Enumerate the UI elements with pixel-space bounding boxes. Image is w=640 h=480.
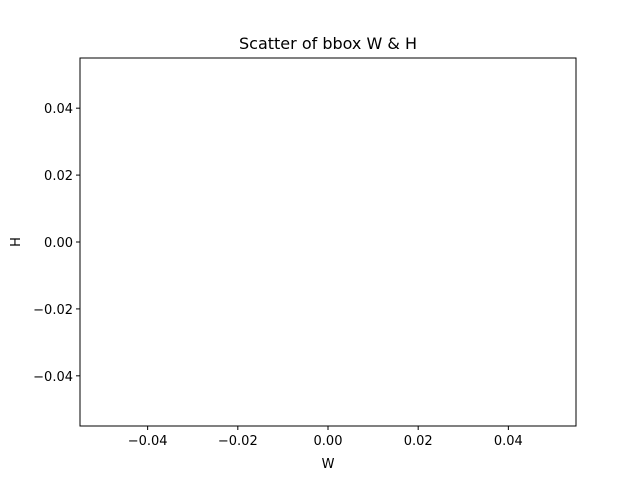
y-tick-label: 0.02 — [44, 169, 73, 184]
y-tick-label: 0.04 — [44, 102, 73, 117]
y-tick-label: −0.04 — [33, 370, 73, 385]
x-tick-label: −0.02 — [218, 434, 258, 449]
x-axis-label: W — [322, 457, 335, 472]
y-axis: −0.04 −0.02 0.00 0.02 0.04 — [33, 102, 80, 385]
y-tick-label: −0.02 — [33, 303, 73, 318]
y-tick-label: 0.00 — [44, 236, 73, 251]
x-tick-label: 0.00 — [314, 434, 343, 449]
y-axis-label: H — [9, 237, 24, 247]
x-axis: −0.04 −0.02 0.00 0.02 0.04 — [128, 426, 523, 449]
chart-title: Scatter of bbox W & H — [239, 34, 417, 53]
x-tick-label: −0.04 — [128, 434, 168, 449]
x-tick-label: 0.04 — [494, 434, 523, 449]
plot-area — [79, 57, 577, 427]
x-tick-label: 0.02 — [404, 434, 433, 449]
plot-frame — [79, 57, 577, 427]
